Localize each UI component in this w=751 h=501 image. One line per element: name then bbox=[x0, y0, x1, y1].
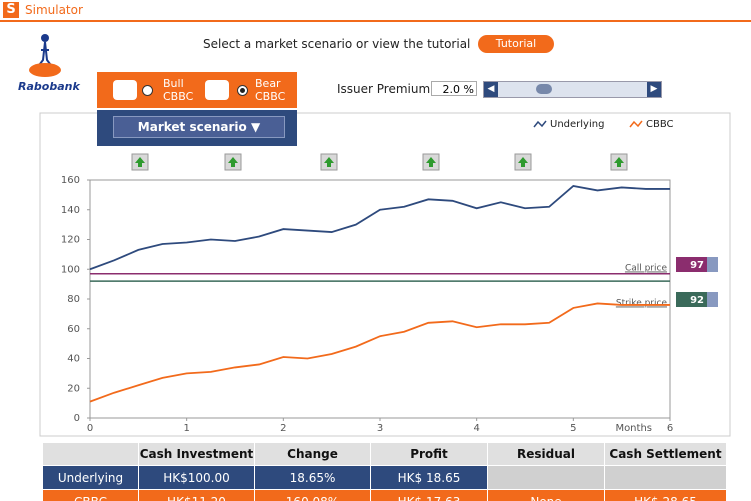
cbbc-toggle: Bull CBBC Bear CBBC bbox=[97, 72, 297, 108]
y-tick-label: 80 bbox=[67, 294, 80, 305]
arrow-icon bbox=[426, 157, 436, 167]
app-icon: S bbox=[3, 2, 19, 18]
instruction: Select a market scenario or view the tut… bbox=[203, 37, 471, 51]
arrow-icon bbox=[228, 157, 238, 167]
table-cell: Cash Settlement bbox=[605, 443, 727, 465]
table-cell: HK$ 28.65 bbox=[605, 490, 727, 501]
table-cell: HK$100.00 bbox=[139, 466, 255, 489]
legend-label: CBBC bbox=[646, 119, 674, 130]
x-tick-label: 1 bbox=[183, 423, 189, 434]
table-cell bbox=[488, 466, 605, 489]
bear-label-1: Bear bbox=[255, 77, 281, 90]
y-tick-label: 0 bbox=[74, 413, 80, 424]
app-title: Simulator bbox=[25, 3, 83, 17]
legend-label: Underlying bbox=[550, 119, 604, 130]
table-cell: CBBC bbox=[43, 490, 139, 501]
x-tick-label: 5 bbox=[570, 423, 576, 434]
bull-label-1: Bull bbox=[163, 77, 184, 90]
bull-label[interactable]: Bull CBBC bbox=[163, 77, 193, 103]
y-tick-label: 140 bbox=[61, 205, 80, 216]
premium-slider[interactable]: ◀ ▶ bbox=[483, 81, 662, 98]
issuer-premium-value: 2.0 bbox=[442, 83, 461, 96]
bear-icon bbox=[205, 80, 229, 100]
title-bar: S Simulator bbox=[0, 0, 751, 22]
y-tick-label: 160 bbox=[61, 175, 80, 186]
scenario-arrow-button[interactable] bbox=[514, 153, 532, 171]
scenario-arrow-button[interactable] bbox=[131, 153, 149, 171]
x-tick-label: 4 bbox=[473, 423, 479, 434]
table-cell: Underlying bbox=[43, 466, 139, 489]
scenario-panel: Market scenario ▼ bbox=[97, 110, 297, 146]
price-value: 92 bbox=[690, 295, 704, 306]
scenario-arrow-button[interactable] bbox=[320, 153, 338, 171]
bull-label-2: CBBC bbox=[163, 90, 194, 103]
scenario-arrow-button[interactable] bbox=[610, 153, 628, 171]
price-box bbox=[676, 257, 707, 272]
table-cell: Residual bbox=[488, 443, 605, 465]
arrow-icon bbox=[614, 157, 624, 167]
x-axis-label: Months bbox=[615, 423, 652, 434]
price-box bbox=[676, 292, 707, 307]
series-line bbox=[89, 302, 670, 403]
bull-radio[interactable] bbox=[142, 85, 153, 96]
price-value: 97 bbox=[690, 260, 704, 271]
arrow-icon bbox=[324, 157, 334, 167]
scenario-arrow-button[interactable] bbox=[422, 153, 440, 171]
x-tick-label: 0 bbox=[87, 423, 93, 434]
arrow-icon bbox=[518, 157, 528, 167]
slider-thumb[interactable] bbox=[536, 84, 552, 94]
issuer-premium-label: Issuer Premium bbox=[337, 82, 431, 96]
issuer-premium-input[interactable]: 2.0 % bbox=[431, 81, 477, 96]
issuer-premium-unit: % bbox=[463, 83, 474, 96]
call-price-label: Call price bbox=[625, 264, 668, 274]
x-tick-label: 6 bbox=[667, 423, 673, 434]
logo-icon bbox=[25, 28, 65, 78]
table-cell: Profit bbox=[371, 443, 488, 465]
strike-price-label: Strike price bbox=[616, 299, 668, 309]
price-box-handle bbox=[707, 257, 718, 272]
y-tick-label: 100 bbox=[61, 264, 80, 275]
table-cell: None bbox=[488, 490, 605, 501]
y-tick-label: 20 bbox=[67, 383, 80, 394]
bear-label-2: CBBC bbox=[255, 90, 286, 103]
table-cell: HK$ 18.65 bbox=[371, 466, 488, 489]
table-cell bbox=[605, 466, 727, 489]
table-cell: 18.65% bbox=[255, 466, 371, 489]
bear-radio[interactable] bbox=[237, 85, 248, 96]
legend-swatch bbox=[629, 120, 643, 128]
legend-swatch bbox=[533, 120, 547, 128]
table-cell: HK$ 17.63 bbox=[371, 490, 488, 501]
market-scenario-button[interactable]: Market scenario ▼ bbox=[113, 116, 285, 138]
y-tick-label: 120 bbox=[61, 235, 80, 246]
logo-text: Rabobank bbox=[18, 80, 80, 93]
series-line bbox=[89, 184, 670, 271]
table-cell: Cash Investment bbox=[139, 443, 255, 465]
bear-label[interactable]: Bear CBBC bbox=[255, 77, 285, 103]
table-cell: Change bbox=[255, 443, 371, 465]
tutorial-button[interactable]: Tutorial bbox=[478, 35, 554, 53]
price-box-handle bbox=[707, 292, 718, 307]
table-cell: 160.08% bbox=[255, 490, 371, 501]
x-tick-label: 2 bbox=[280, 423, 286, 434]
results-table: Cash Investment Change Profit Residual Cash … bbox=[43, 443, 727, 501]
plot-area bbox=[89, 179, 671, 419]
scenario-arrow-button[interactable] bbox=[224, 153, 242, 171]
x-tick-label: 3 bbox=[377, 423, 383, 434]
y-tick-label: 40 bbox=[67, 354, 80, 365]
market-scenario-label: Market scenario bbox=[137, 120, 247, 134]
table-cell: HK$11.20 bbox=[139, 490, 255, 501]
bull-icon bbox=[113, 80, 137, 100]
table-cell bbox=[43, 443, 139, 465]
arrow-icon bbox=[135, 157, 145, 167]
y-tick-label: 60 bbox=[67, 324, 80, 335]
